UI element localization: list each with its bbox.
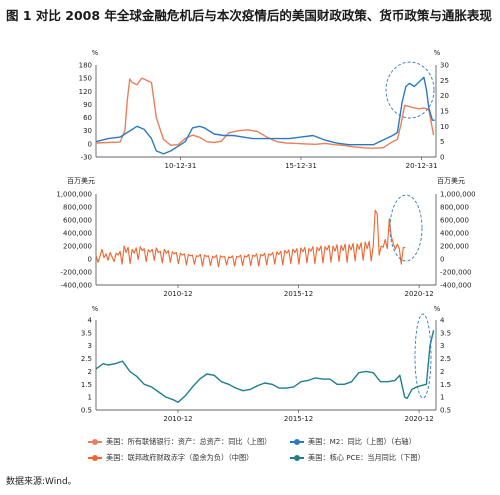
tick-label-y-left: 800,000: [63, 204, 92, 212]
tick-label-y-left: 0.5: [81, 407, 92, 415]
legend-label: 美国：核心 PCE：当月同比（下图）: [308, 453, 425, 462]
tick-label-y-right: 0: [440, 256, 444, 264]
tick-label-y-right: 25: [440, 77, 449, 85]
tick-label-y-right: 1.5: [440, 381, 451, 389]
highlight-ellipse: [385, 61, 435, 119]
tick-label-y-left: 3.5: [81, 329, 92, 337]
tick-label-y-left: 3: [88, 342, 92, 350]
unit-right: %: [434, 49, 441, 57]
tick-label-y-left: 0: [88, 256, 92, 264]
tick-label-x: 2015-12: [284, 290, 313, 298]
tick-label-y-left: 60: [83, 114, 92, 122]
tick-label-y-left: -30: [81, 154, 92, 162]
tick-label-y-right: 2: [440, 368, 444, 376]
tick-label-y-left: 180: [79, 62, 92, 70]
tick-label-y-left: 2: [88, 368, 92, 376]
tick-label-y-left: 4: [88, 317, 93, 325]
tick-label-x: 10-12-31: [165, 162, 197, 170]
tick-label-y-left: 0: [88, 140, 92, 148]
series-line: [95, 330, 435, 403]
series-line: [95, 76, 435, 155]
tick-label-y-left: 150: [79, 75, 92, 83]
tick-label-y-left: 2.5: [81, 355, 92, 363]
legend-marker-icon: [290, 439, 304, 445]
legend-marker-icon: [88, 439, 102, 445]
tick-label-y-right: 1: [440, 394, 444, 402]
series-line: [95, 209, 406, 268]
tick-label-y-left: 1.5: [81, 381, 92, 389]
tick-label-x: 2015-12: [284, 415, 313, 423]
tick-label-y-right: 5: [440, 138, 444, 146]
tick-label-y-right: 3: [440, 342, 444, 350]
legend-item: 美国：联邦政府财政赤字（盈余为负）（中图）: [88, 453, 253, 463]
tick-label-y-right: 20: [440, 92, 449, 100]
tick-label-y-left: 1,000,000: [56, 191, 92, 199]
legend-marker-icon: [88, 455, 102, 461]
figure-title: 图 1 对比 2008 年全球金融危机后与本次疫情后的美国财政政策、货币政策与通…: [6, 8, 492, 23]
tick-label-y-left: -200,000: [61, 269, 92, 277]
tick-label-y-right: 800,000: [440, 204, 469, 212]
tick-label-y-right: 10: [440, 123, 449, 131]
unit-right: 百万美元: [437, 176, 465, 185]
tick-label-y-right: -400,000: [440, 282, 471, 290]
legend-marker-icon: [290, 455, 304, 461]
unit-right: %: [434, 305, 441, 313]
tick-label-y-right: -200,000: [440, 269, 471, 277]
tick-label-y-right: 2.5: [440, 355, 451, 363]
tick-label-x: 2020-12: [404, 415, 433, 423]
tick-label-y-right: 400,000: [440, 230, 469, 238]
tick-label-y-right: 15: [440, 108, 449, 116]
tick-label-x: 20-12-31: [406, 162, 438, 170]
tick-label-y-right: 0: [440, 154, 444, 162]
tick-label-y-right: 600,000: [440, 217, 469, 225]
tick-label-y-left: 400,000: [63, 230, 92, 238]
unit-left: 百万美元: [67, 176, 95, 185]
tick-label-x: 2010-12: [163, 415, 192, 423]
unit-left: %: [92, 49, 99, 57]
tick-label-y-left: -400,000: [61, 282, 92, 290]
legend-item: 美国：核心 PCE：当月同比（下图）: [290, 453, 425, 463]
tick-label-y-right: 3.5: [440, 329, 451, 337]
legend-item: 美国：M2：同比（上图）（右轴）: [290, 437, 416, 447]
unit-left: %: [92, 305, 99, 313]
legend-label: 美国：M2：同比（上图）（右轴）: [308, 437, 416, 446]
tick-label-y-left: 90: [83, 101, 92, 109]
tick-label-y-right: 200,000: [440, 243, 469, 251]
tick-label-y-left: 30: [83, 127, 92, 135]
tick-label-y-left: 600,000: [63, 217, 92, 225]
series-line: [95, 77, 435, 149]
tick-label-x: 2020-12: [404, 290, 433, 298]
tick-label-y-right: 1,000,000: [440, 191, 476, 199]
legend-label: 美国：所有联储银行：资产：总资产：同比（上图）: [106, 437, 272, 446]
tick-label-y-right: 0.5: [440, 407, 451, 415]
data-source: 数据来源:Wind。: [6, 477, 77, 487]
tick-label-x: 15-12-31: [285, 162, 317, 170]
legend-item: 美国：所有联储银行：资产：总资产：同比（上图）: [88, 437, 271, 447]
tick-label-y-left: 200,000: [63, 243, 92, 251]
tick-label-y-right: 30: [440, 62, 449, 70]
highlight-ellipse: [414, 313, 432, 399]
tick-label-x: 2010-12: [163, 290, 192, 298]
tick-label-y-left: 1: [88, 394, 92, 402]
legend-label: 美国：联邦政府财政赤字（盈余为负）（中图）: [106, 453, 254, 462]
tick-label-y-left: 120: [79, 88, 92, 96]
highlight-ellipse: [389, 194, 423, 262]
tick-label-y-right: 4: [440, 317, 445, 325]
